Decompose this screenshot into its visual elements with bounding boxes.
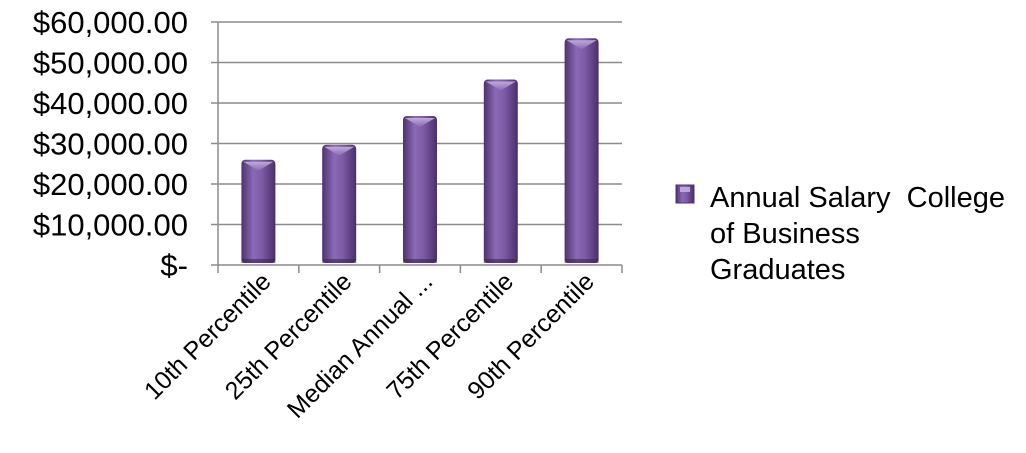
bar-cap bbox=[405, 117, 435, 127]
y-tick-label: $- bbox=[160, 248, 188, 283]
y-tick-label: $20,000.00 bbox=[33, 167, 188, 202]
bar-cap bbox=[243, 161, 274, 171]
x-tick-label: Median Annual ... bbox=[282, 267, 438, 423]
legend-swatch-highlight bbox=[680, 187, 690, 192]
y-tick-label: $30,000.00 bbox=[33, 127, 188, 162]
y-tick-label: $60,000.00 bbox=[33, 5, 188, 40]
bar-cap bbox=[566, 40, 597, 50]
y-tick-label: $50,000.00 bbox=[33, 46, 188, 81]
legend-label: Annual Salary College bbox=[710, 182, 1005, 214]
bar-body bbox=[322, 144, 357, 263]
y-tick-label: $40,000.00 bbox=[33, 86, 188, 121]
bar-body bbox=[483, 79, 518, 263]
bar bbox=[564, 38, 599, 264]
bar-body bbox=[403, 115, 437, 264]
bar-body bbox=[241, 159, 276, 263]
bar bbox=[403, 115, 437, 264]
bar-base bbox=[483, 259, 518, 263]
bar-body bbox=[564, 38, 599, 264]
bar bbox=[483, 79, 518, 263]
bars bbox=[241, 38, 599, 264]
bar-base bbox=[322, 259, 357, 263]
legend-label: Graduates bbox=[710, 254, 845, 286]
bar-cap bbox=[324, 146, 355, 156]
bar bbox=[322, 144, 357, 263]
legend: Annual Salary College of Business Graduate… bbox=[675, 182, 1005, 286]
y-tick-label: $10,000.00 bbox=[33, 208, 188, 243]
bar-base bbox=[241, 259, 276, 263]
legend-label: of Business bbox=[710, 218, 860, 250]
bar-base bbox=[403, 259, 437, 263]
bar-base bbox=[564, 259, 599, 263]
axes bbox=[211, 21, 623, 273]
bar-cap bbox=[485, 81, 516, 91]
bar bbox=[241, 159, 276, 263]
